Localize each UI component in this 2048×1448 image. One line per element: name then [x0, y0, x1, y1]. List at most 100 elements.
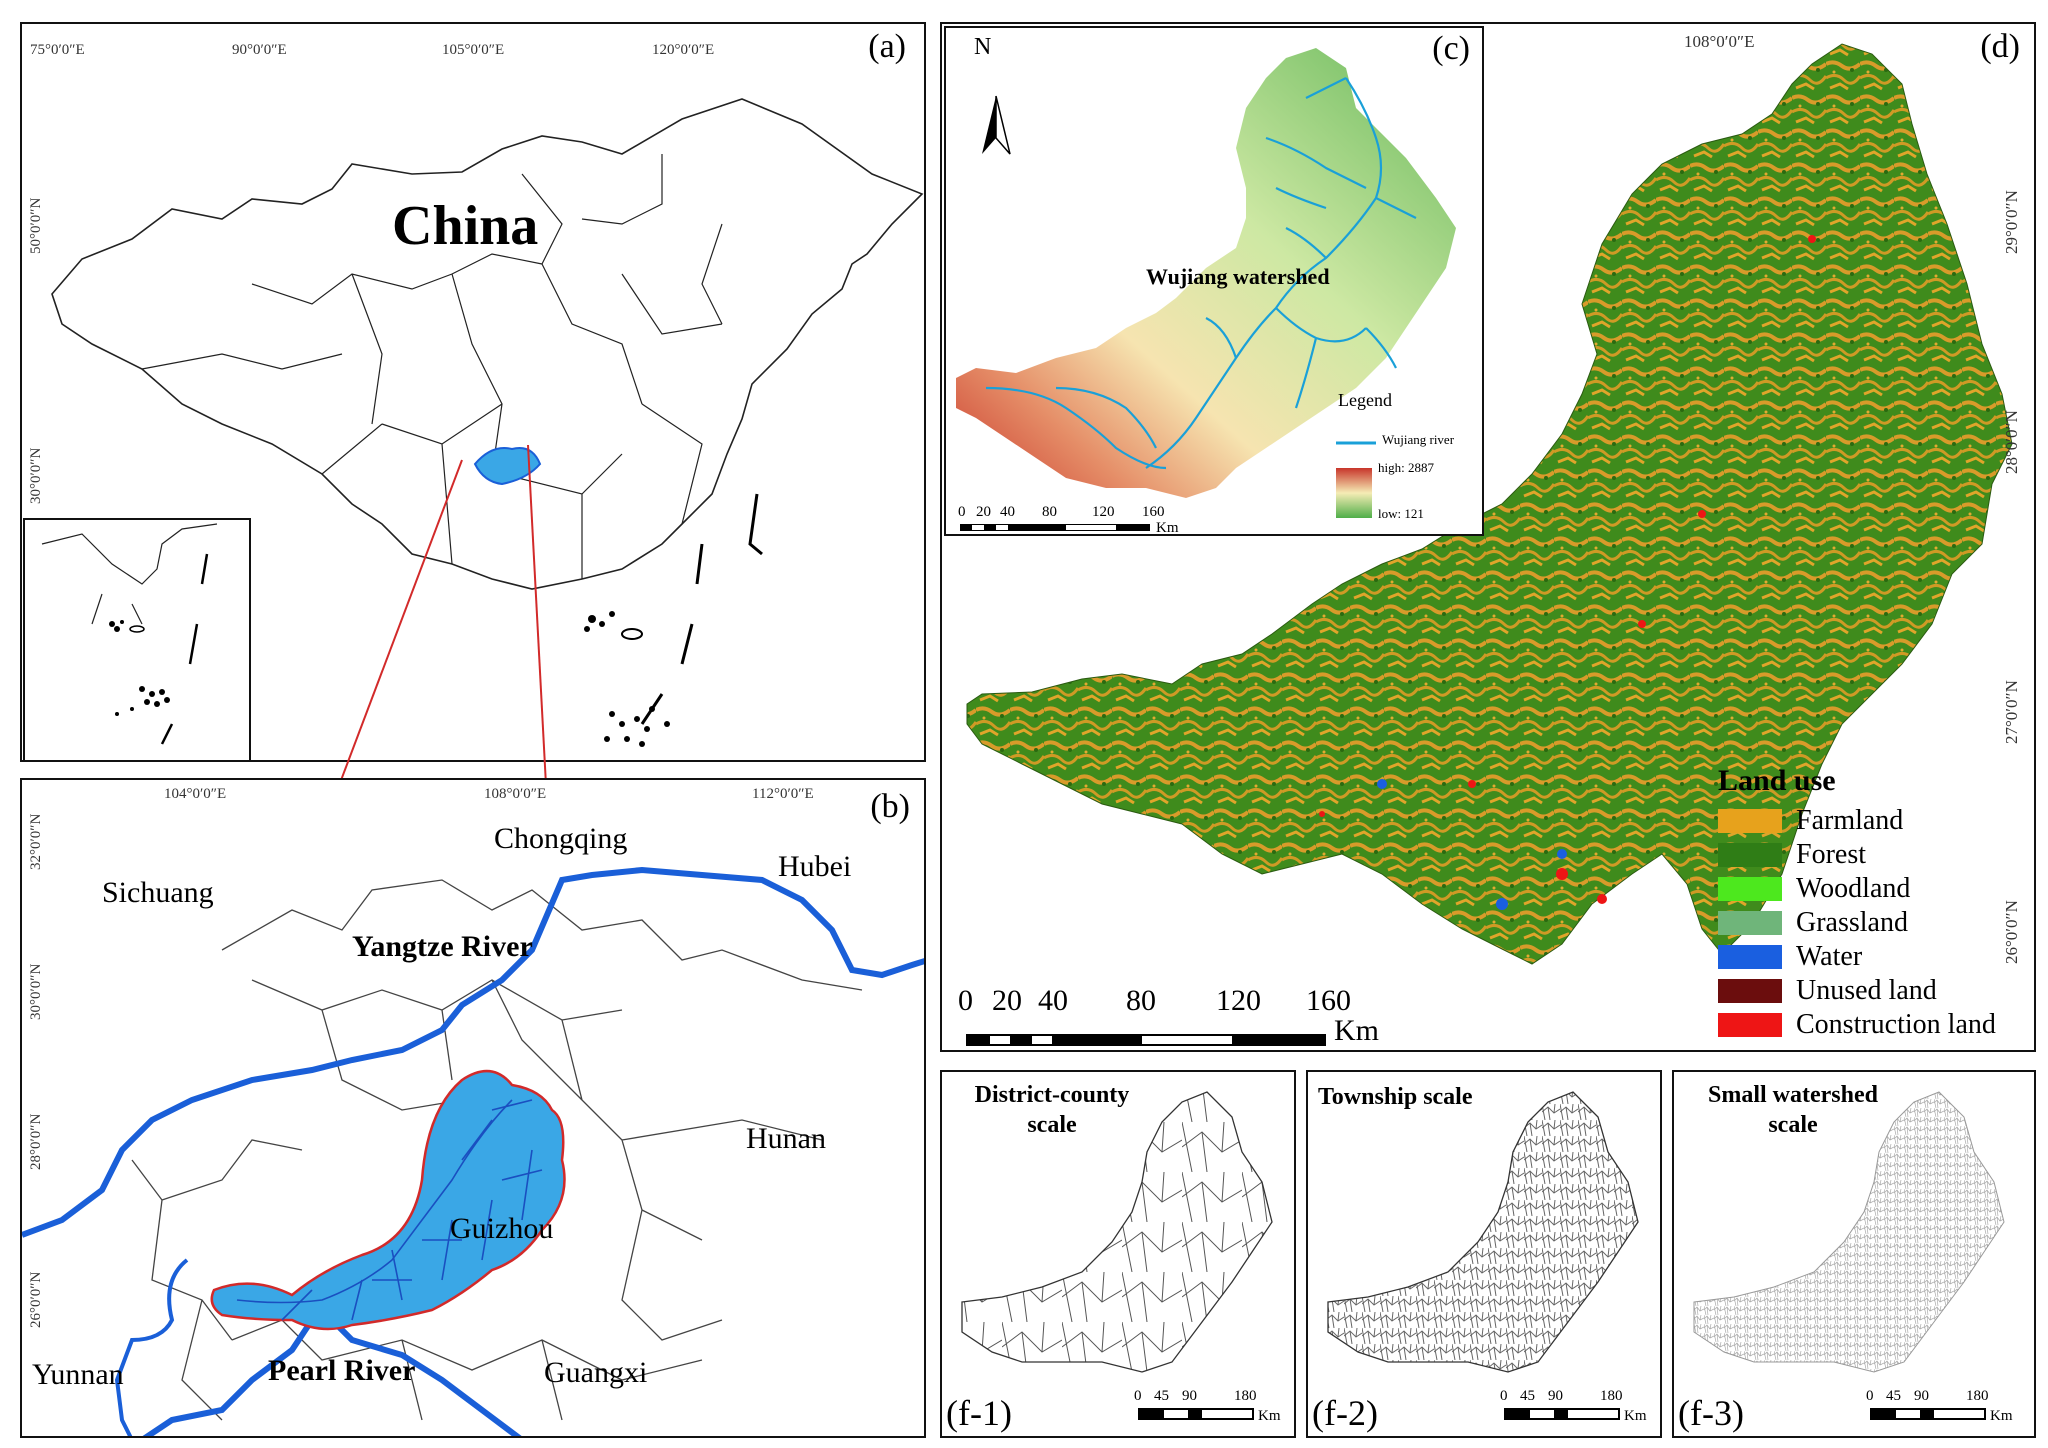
lon-tick: 112°0′0″E [752, 786, 814, 802]
scale-unit: Km [1258, 1408, 1281, 1424]
label-chongqing: Chongqing [494, 822, 628, 855]
scale-bar [966, 1034, 1326, 1046]
scale-tick: 90 [1182, 1388, 1197, 1404]
legend-swatch [1718, 911, 1782, 935]
legend-item: Farmland [1718, 804, 1996, 838]
landuse-legend: Land use Farmland Forest Woodland Grassl… [1718, 764, 1996, 1042]
scale-bar [1870, 1408, 1986, 1420]
legend-item: Water [1718, 940, 1996, 974]
dem-elevation-map [956, 48, 1456, 531]
scale-tick: 160 [1142, 504, 1165, 520]
panel-b-region-map: 104°0′0″E 108°0′0″E 112°0′0″E 32°0′0″N 3… [20, 778, 926, 1438]
north-arrow-icon [982, 95, 1011, 155]
scale-unit: Km [1990, 1408, 2013, 1424]
legend-swatch [1718, 809, 1782, 833]
scale-tick: 120 [1216, 984, 1261, 1017]
scale-title: District-county scale [952, 1080, 1152, 1140]
lon-tick: 120°0′0″E [652, 42, 715, 58]
scale-tick: 40 [1038, 984, 1068, 1017]
label-sichuang: Sichuang [102, 876, 214, 909]
dem-title: Wujiang watershed [1146, 264, 1330, 289]
lat-tick: 27°0′0″N [2002, 680, 2021, 744]
legend-label: Forest [1796, 839, 1866, 870]
legend-label: Construction land [1796, 1009, 1996, 1040]
panel-label: (f-1) [946, 1393, 1012, 1433]
legend-item: Woodland [1718, 872, 1996, 906]
legend-label: Woodland [1796, 873, 1911, 904]
lon-tick: 108°0′0″E [484, 786, 547, 802]
scale-title-line1: Township scale [1318, 1084, 1473, 1110]
legend-swatch [1718, 979, 1782, 1003]
district-county-map [961, 1091, 1273, 1420]
landuse-raster-map [966, 43, 2013, 1046]
legend-item: Construction land [1718, 1008, 1996, 1042]
scale-tick: 120 [1092, 504, 1115, 520]
label-guizhou: Guizhou [450, 1212, 554, 1245]
scale-tick: 0 [1500, 1388, 1508, 1404]
panel-label: (f-3) [1678, 1393, 1744, 1433]
legend-dem-ramp [1336, 468, 1372, 518]
lat-tick: 32°0′0″N [28, 813, 44, 870]
scale-title-line2: scale [1768, 1112, 1818, 1138]
panel-f3-small-watershed: Small watershed scale (f-3) 0 45 90 180 … [1672, 1070, 2036, 1438]
dem-legend-high: high: 2887 [1378, 460, 1434, 475]
panel-c-dem-map: N (c) Wujiang watershed Legend Wujiang r… [944, 26, 1484, 536]
scale-tick: 45 [1154, 1388, 1169, 1404]
panel-f1-district-county: District-county scale (f-1) 0 45 90 180 … [940, 1070, 1296, 1438]
legend-swatch [1718, 843, 1782, 867]
scale-tick: 20 [992, 984, 1022, 1017]
panel-label: (d) [1980, 28, 2020, 65]
legend-label: Grassland [1796, 907, 1908, 938]
label-guangxi: Guangxi [544, 1356, 648, 1389]
scale-bar [1138, 1408, 1254, 1420]
china-outline-map [23, 98, 924, 760]
dem-legend-low: low: 121 [1378, 506, 1424, 521]
scale-tick: 180 [1600, 1388, 1623, 1404]
scale-title-line2: scale [1027, 1112, 1077, 1138]
lon-tick: 104°0′0″E [164, 786, 227, 802]
scale-tick: 0 [958, 504, 966, 520]
legend-item: Grassland [1718, 906, 1996, 940]
lat-tick: 26°0′0″N [28, 1271, 44, 1328]
lat-tick: 28°0′0″N [28, 1113, 44, 1170]
panel-label: (c) [1432, 30, 1470, 67]
lat-tick: 30°0′0″N [28, 963, 44, 1020]
country-label: China [392, 195, 539, 257]
scale-tick: 160 [1306, 984, 1351, 1017]
lat-tick: 28°0′0″N [2002, 410, 2021, 474]
legend-title: Land use [1718, 764, 1836, 797]
legend-item: Forest [1718, 838, 1996, 872]
scale-title: Small watershed scale [1678, 1080, 1908, 1140]
label-hunan: Hunan [746, 1122, 826, 1155]
scale-tick: 0 [1866, 1388, 1874, 1404]
scale-title-line1: District-county [974, 1082, 1130, 1108]
scale-tick: 90 [1548, 1388, 1563, 1404]
scale-unit: Km [1156, 520, 1179, 536]
legend-label: Farmland [1796, 805, 1904, 836]
scale-tick: 90 [1914, 1388, 1929, 1404]
scale-bar [960, 524, 1150, 531]
scale-tick: 40 [1000, 504, 1015, 520]
scale-unit: Km [1334, 1014, 1379, 1047]
legend-label: Water [1796, 941, 1863, 972]
scale-tick: 20 [976, 504, 991, 520]
scale-tick: 0 [1134, 1388, 1142, 1404]
lat-tick: 29°0′0″N [2002, 190, 2021, 254]
legend-swatch [1718, 1013, 1782, 1037]
panel-label: (f-2) [1312, 1393, 1378, 1433]
lat-tick: 50°0′0″N [28, 197, 44, 254]
label-yunnan: Yunnan [32, 1358, 124, 1391]
label-hubei: Hubei [778, 850, 852, 883]
lon-tick: 90°0′0″E [232, 42, 287, 58]
scale-tick: 80 [1042, 504, 1057, 520]
panel-label: (b) [870, 788, 910, 825]
scale-bar [1504, 1408, 1620, 1420]
scale-tick: 180 [1966, 1388, 1989, 1404]
lon-tick: 105°0′0″E [442, 42, 505, 58]
dem-legend-title: Legend [1338, 390, 1392, 410]
lat-tick: 26°0′0″N [2002, 900, 2021, 964]
panel-a-china-map: 75°0′0″E 90°0′0″E 105°0′0″E 120°0′0″E 50… [20, 22, 926, 762]
scale-title-line1: Small watershed [1708, 1082, 1878, 1108]
dem-legend-river: Wujiang river [1382, 432, 1455, 447]
lon-tick: 108°0′0″E [1684, 32, 1755, 51]
